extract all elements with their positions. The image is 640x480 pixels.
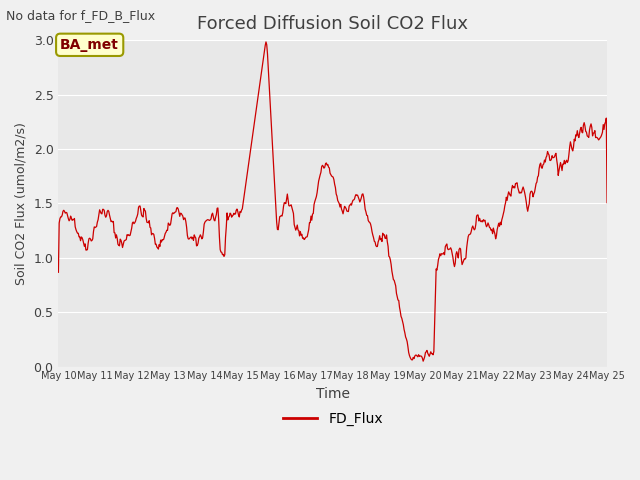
X-axis label: Time: Time	[316, 387, 349, 401]
Title: Forced Diffusion Soil CO2 Flux: Forced Diffusion Soil CO2 Flux	[197, 15, 468, 33]
Text: BA_met: BA_met	[60, 38, 119, 52]
Y-axis label: Soil CO2 Flux (umol/m2/s): Soil CO2 Flux (umol/m2/s)	[15, 122, 28, 285]
Legend: FD_Flux: FD_Flux	[277, 406, 388, 432]
Text: No data for f_FD_B_Flux: No data for f_FD_B_Flux	[6, 9, 156, 22]
